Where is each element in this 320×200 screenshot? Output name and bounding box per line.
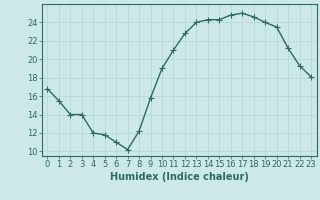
X-axis label: Humidex (Indice chaleur): Humidex (Indice chaleur) [110, 172, 249, 182]
